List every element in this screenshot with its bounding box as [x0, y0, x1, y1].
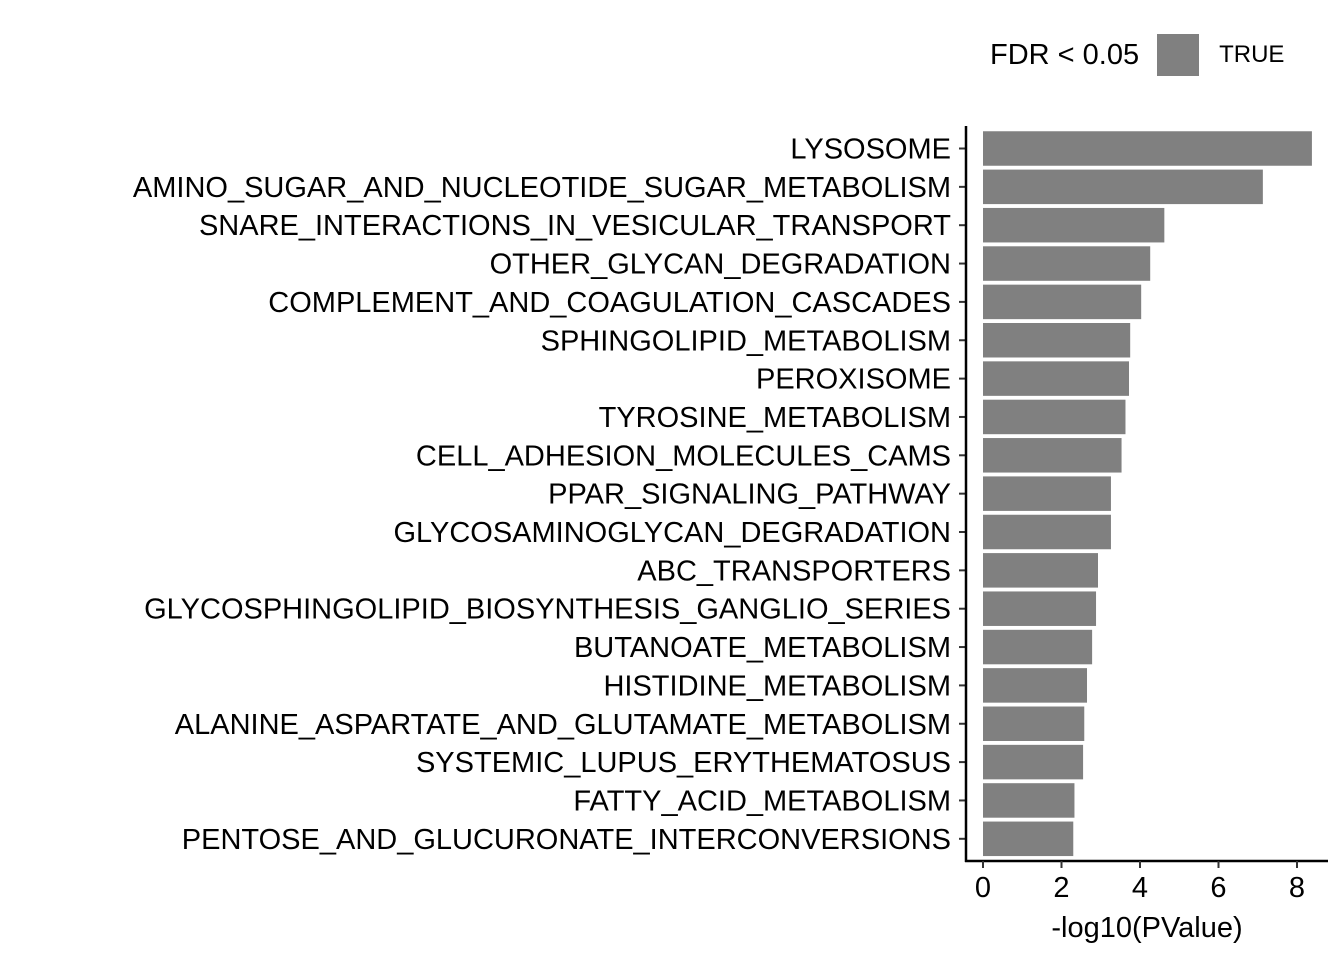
legend-key-true	[1157, 34, 1200, 76]
bar-6	[983, 361, 1130, 396]
x-tick-label-1: 2	[1053, 872, 1069, 904]
bar-2	[983, 207, 1165, 243]
bar-10	[983, 514, 1111, 550]
bar-4	[983, 284, 1142, 320]
bar-3	[983, 246, 1151, 281]
category-label-3: OTHER_GLYCAN_DEGRADATION	[490, 249, 951, 281]
category-label-13: BUTANOATE_METABOLISM	[574, 632, 951, 664]
category-label-6: PEROXISOME	[756, 364, 951, 396]
legend: FDR < 0.05 TRUE	[990, 34, 1284, 76]
category-label-9: PPAR_SIGNALING_PATHWAY	[548, 479, 951, 511]
legend-label-true: TRUE	[1219, 41, 1285, 68]
category-label-14: HISTIDINE_METABOLISM	[603, 670, 951, 702]
category-label-16: SYSTEMIC_LUPUS_ERYTHEMATOSUS	[416, 747, 951, 779]
category-label-8: CELL_ADHESION_MOLECULES_CAMS	[416, 440, 951, 472]
category-label-17: FATTY_ACID_METABOLISM	[573, 785, 951, 817]
bar-11	[983, 553, 1099, 588]
category-label-15: ALANINE_ASPARTATE_AND_GLUTAMATE_METABOLI…	[175, 709, 951, 741]
bar-17	[983, 783, 1075, 818]
category-label-4: COMPLEMENT_AND_COAGULATION_CASCADES	[268, 287, 951, 319]
category-label-12: GLYCOSPHINGOLIPID_BIOSYNTHESIS_GANGLIO_S…	[144, 594, 951, 626]
bar-1	[983, 169, 1263, 205]
x-tick-label-3: 6	[1210, 872, 1226, 904]
bar-16	[983, 744, 1084, 780]
bar-15	[983, 706, 1085, 741]
category-label-18: PENTOSE_AND_GLUCURONATE_INTERCONVERSIONS	[182, 824, 951, 856]
bar-7	[983, 399, 1126, 435]
x-tick-label-2: 4	[1132, 872, 1148, 904]
category-label-0: LYSOSOME	[790, 134, 951, 166]
bar-13	[983, 629, 1093, 665]
x-axis-title: -log10(PValue)	[1051, 912, 1242, 944]
category-label-5: SPHINGOLIPID_METABOLISM	[541, 325, 951, 357]
category-label-10: GLYCOSAMINOGLYCAN_DEGRADATION	[393, 517, 951, 549]
bar-18	[983, 821, 1074, 857]
category-label-2: SNARE_INTERACTIONS_IN_VESICULAR_TRANSPOR…	[199, 210, 951, 242]
x-tick-label-4: 8	[1289, 872, 1305, 904]
bar-5	[983, 323, 1131, 358]
category-label-7: TYROSINE_METABOLISM	[599, 402, 951, 434]
bar-12	[983, 591, 1097, 626]
bar-9	[983, 476, 1111, 511]
bar-14	[983, 668, 1088, 703]
category-label-11: ABC_TRANSPORTERS	[637, 555, 951, 587]
bar-8	[983, 438, 1122, 473]
x-tick-label-0: 0	[975, 872, 991, 904]
bar-0	[983, 131, 1312, 166]
legend-title: FDR < 0.05	[990, 38, 1140, 71]
category-label-1: AMINO_SUGAR_AND_NUCLEOTIDE_SUGAR_METABOL…	[133, 172, 951, 204]
